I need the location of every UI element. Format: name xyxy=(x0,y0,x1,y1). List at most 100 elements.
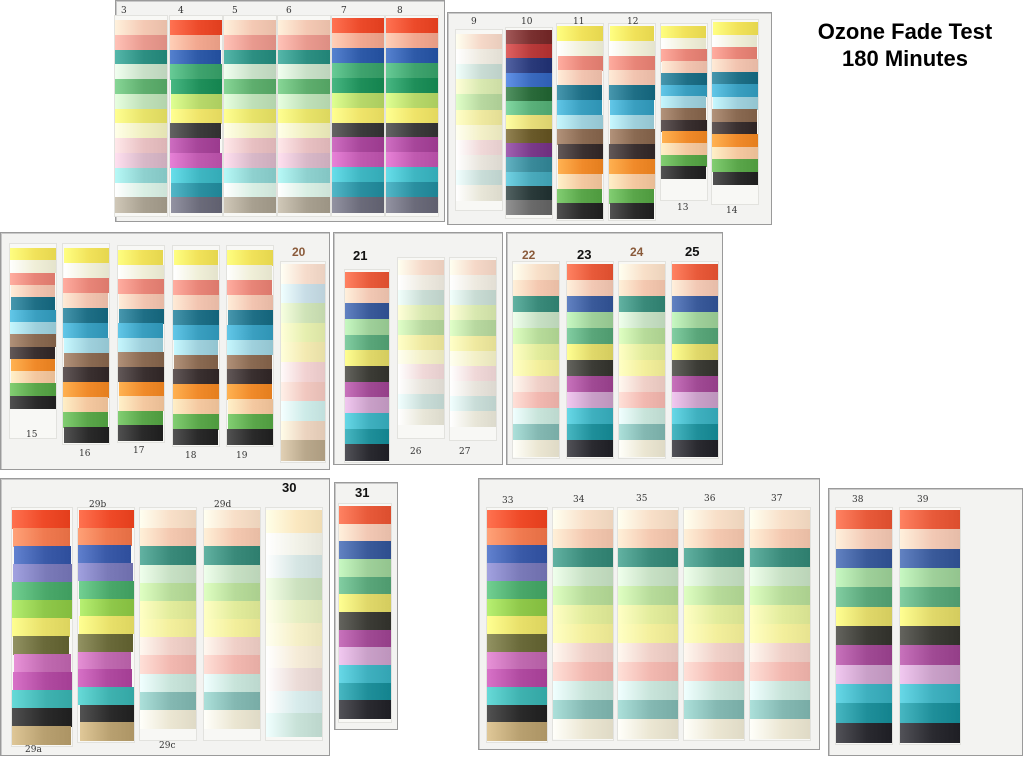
strip-number-label: 26 xyxy=(410,447,422,457)
color-band xyxy=(672,296,718,313)
color-band xyxy=(115,123,167,139)
color-band xyxy=(227,384,273,400)
color-band xyxy=(12,690,72,709)
color-band xyxy=(610,203,654,219)
color-band xyxy=(487,510,547,529)
color-band xyxy=(456,109,502,126)
color-swatch-strip xyxy=(450,258,496,440)
color-band xyxy=(836,645,892,666)
color-band xyxy=(281,283,325,304)
color-band xyxy=(224,64,276,80)
color-band xyxy=(140,673,196,693)
color-band xyxy=(618,548,678,568)
color-band xyxy=(750,719,810,739)
color-band xyxy=(513,440,559,457)
color-band xyxy=(227,294,273,311)
strip-number-label: 11 xyxy=(573,17,585,27)
color-band xyxy=(567,280,613,297)
color-band xyxy=(619,360,665,377)
color-band xyxy=(450,350,496,367)
color-band xyxy=(386,32,438,49)
color-band xyxy=(750,624,810,644)
color-band xyxy=(506,100,552,116)
color-swatch-strip xyxy=(398,258,444,438)
color-band xyxy=(10,346,56,360)
color-band xyxy=(557,114,603,130)
color-band xyxy=(386,122,438,138)
color-band xyxy=(553,567,613,587)
color-band xyxy=(684,605,744,625)
color-band xyxy=(513,328,559,345)
color-band xyxy=(332,197,384,213)
color-band xyxy=(900,684,960,704)
color-band xyxy=(227,369,272,385)
strip-number-label: 21 xyxy=(353,248,368,263)
color-band xyxy=(684,662,744,682)
color-band xyxy=(13,654,71,673)
strip-number-label: 6 xyxy=(286,6,292,16)
strip-number-label: 22 xyxy=(522,248,536,262)
strip-number-label: 12 xyxy=(627,17,639,27)
color-band xyxy=(672,280,718,297)
color-band xyxy=(557,144,603,160)
color-swatch-strip xyxy=(672,262,718,458)
color-band xyxy=(712,34,758,48)
strip-number-label: 14 xyxy=(726,206,738,216)
color-band xyxy=(609,158,655,175)
color-swatch-strip xyxy=(78,508,134,742)
color-band xyxy=(619,296,665,313)
color-band xyxy=(140,582,196,602)
color-band xyxy=(456,79,502,95)
color-band xyxy=(204,655,260,675)
color-swatch-strip xyxy=(281,262,325,462)
color-band xyxy=(619,344,665,361)
strip-number-label: 5 xyxy=(232,6,238,16)
color-band xyxy=(281,381,325,402)
color-band xyxy=(836,606,892,627)
color-band xyxy=(618,681,678,701)
color-band xyxy=(228,399,273,415)
color-band xyxy=(281,322,325,343)
color-band xyxy=(115,79,167,95)
color-band xyxy=(281,362,325,383)
color-band xyxy=(900,722,960,743)
color-band xyxy=(553,605,613,625)
color-swatch-strip xyxy=(345,270,389,462)
color-band xyxy=(79,598,134,617)
color-band xyxy=(266,713,322,737)
color-band xyxy=(227,264,272,281)
color-band xyxy=(398,319,444,336)
color-band xyxy=(609,70,655,86)
color-band xyxy=(118,366,164,383)
color-band xyxy=(684,529,744,549)
color-band xyxy=(13,528,70,547)
strip-number-label: 7 xyxy=(341,6,347,16)
color-band xyxy=(684,700,744,720)
color-band xyxy=(10,334,56,348)
color-band xyxy=(386,197,438,213)
color-band xyxy=(618,529,678,549)
color-band xyxy=(79,722,134,741)
color-band xyxy=(115,167,167,184)
color-band xyxy=(10,309,56,323)
color-band xyxy=(672,264,718,281)
color-band xyxy=(450,410,496,427)
color-band xyxy=(11,284,55,298)
color-band xyxy=(140,691,196,711)
color-band xyxy=(64,248,109,264)
color-band xyxy=(281,303,325,324)
color-band xyxy=(78,545,132,564)
color-band xyxy=(567,264,613,281)
color-band xyxy=(558,70,603,86)
color-band xyxy=(78,669,133,688)
color-band xyxy=(557,40,603,57)
color-band xyxy=(487,722,547,741)
color-band xyxy=(712,96,758,110)
color-band xyxy=(672,344,718,361)
color-band xyxy=(513,392,559,409)
color-swatch-strip xyxy=(266,508,322,740)
color-band xyxy=(278,152,330,169)
color-band xyxy=(661,84,707,97)
color-band xyxy=(619,440,665,457)
color-band xyxy=(115,138,167,154)
